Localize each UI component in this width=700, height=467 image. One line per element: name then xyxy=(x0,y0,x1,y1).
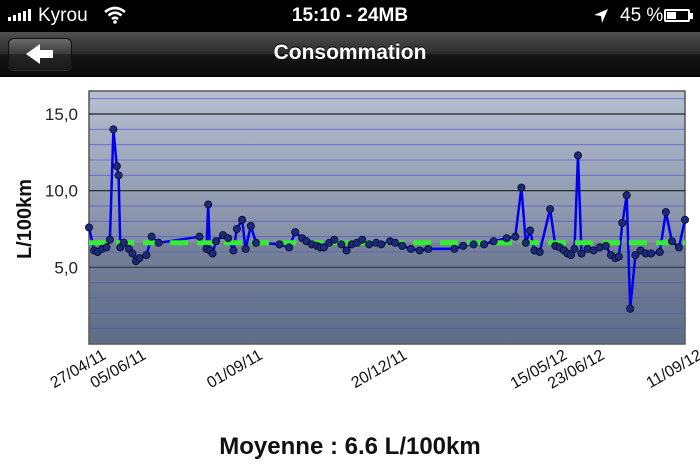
data-point xyxy=(147,232,156,241)
data-point xyxy=(238,215,247,224)
data-point xyxy=(229,246,238,255)
data-point xyxy=(667,237,676,246)
y-tick-label: 10,0 xyxy=(45,182,78,201)
data-point xyxy=(469,240,478,249)
data-point xyxy=(365,240,374,249)
data-point xyxy=(224,234,233,243)
data-point xyxy=(450,244,459,253)
data-point xyxy=(517,183,526,192)
data-point xyxy=(573,151,582,160)
data-point xyxy=(681,215,690,224)
data-point xyxy=(406,244,415,253)
status-bar: Kyrou 15:10 - 24MB 45 % xyxy=(0,0,700,32)
data-point xyxy=(655,247,664,256)
y-axis-label: L/100km xyxy=(14,179,36,259)
data-point xyxy=(391,238,400,247)
y-tick-label: 5,0 xyxy=(54,258,78,277)
data-point xyxy=(154,238,163,247)
y-tick-label: 15,0 xyxy=(45,105,78,124)
data-point xyxy=(142,251,151,260)
data-point xyxy=(119,238,128,247)
data-point xyxy=(342,246,351,255)
back-button[interactable] xyxy=(8,38,72,70)
location-arrow-icon xyxy=(594,9,608,23)
navigation-bar: Consommation xyxy=(0,32,700,77)
data-point xyxy=(535,247,544,256)
wifi-icon xyxy=(104,6,126,24)
data-point xyxy=(567,251,576,260)
data-point xyxy=(618,218,627,227)
data-point xyxy=(208,249,217,258)
data-point xyxy=(424,244,433,253)
data-point xyxy=(285,243,294,252)
signal-bars-icon xyxy=(8,9,31,21)
data-point xyxy=(85,223,94,232)
data-point xyxy=(459,241,468,250)
data-point xyxy=(631,251,640,260)
data-point xyxy=(232,224,241,233)
data-point xyxy=(337,240,346,249)
data-point xyxy=(112,162,121,171)
data-point xyxy=(647,249,656,258)
data-point xyxy=(102,243,111,252)
data-point xyxy=(204,200,213,209)
data-point xyxy=(480,240,489,249)
data-point xyxy=(622,191,631,200)
data-point xyxy=(358,235,367,244)
data-point xyxy=(252,238,261,247)
data-point xyxy=(377,240,386,249)
data-point xyxy=(674,243,683,252)
plot-area xyxy=(88,90,686,345)
battery-level-fill xyxy=(667,12,676,19)
data-point xyxy=(109,125,118,134)
x-tick-label: 11/09/12 xyxy=(644,347,700,392)
data-point xyxy=(502,234,511,243)
data-point xyxy=(114,171,123,180)
data-point xyxy=(195,232,204,241)
data-point xyxy=(614,252,623,261)
below-average-band xyxy=(89,242,685,344)
data-point xyxy=(526,226,535,235)
data-point xyxy=(546,205,555,214)
x-tick-label: 20/12/11 xyxy=(349,347,410,392)
average-label: Moyenne : 6.6 L/100km xyxy=(219,433,481,460)
data-point xyxy=(626,304,635,313)
data-point xyxy=(489,237,498,246)
data-point xyxy=(105,235,114,244)
data-point xyxy=(415,246,424,255)
data-points xyxy=(85,125,690,313)
page-title: Consommation xyxy=(273,41,427,64)
data-point xyxy=(135,254,144,263)
back-arrow-icon xyxy=(26,44,53,64)
x-tick-label: 01/09/11 xyxy=(204,347,265,392)
carrier-name: Kyrou xyxy=(38,5,88,26)
data-point xyxy=(275,240,284,249)
data-point xyxy=(398,241,407,250)
data-point xyxy=(577,249,586,258)
data-point xyxy=(128,249,137,258)
battery-percent: 45 % xyxy=(620,5,664,26)
data-point xyxy=(601,241,610,250)
data-point xyxy=(661,208,670,217)
data-point xyxy=(319,243,328,252)
battery-tip xyxy=(690,13,693,19)
data-point xyxy=(330,235,339,244)
data-point xyxy=(521,238,530,247)
clock: 15:10 - 24MB xyxy=(291,5,409,26)
data-point xyxy=(241,244,250,253)
data-point xyxy=(291,228,300,237)
data-point xyxy=(246,221,255,230)
data-point xyxy=(212,237,221,246)
battery-icon xyxy=(664,9,690,22)
data-point xyxy=(570,244,579,253)
data-point xyxy=(511,232,520,241)
y-axis: 15,0 10,0 5,0 xyxy=(45,105,78,277)
